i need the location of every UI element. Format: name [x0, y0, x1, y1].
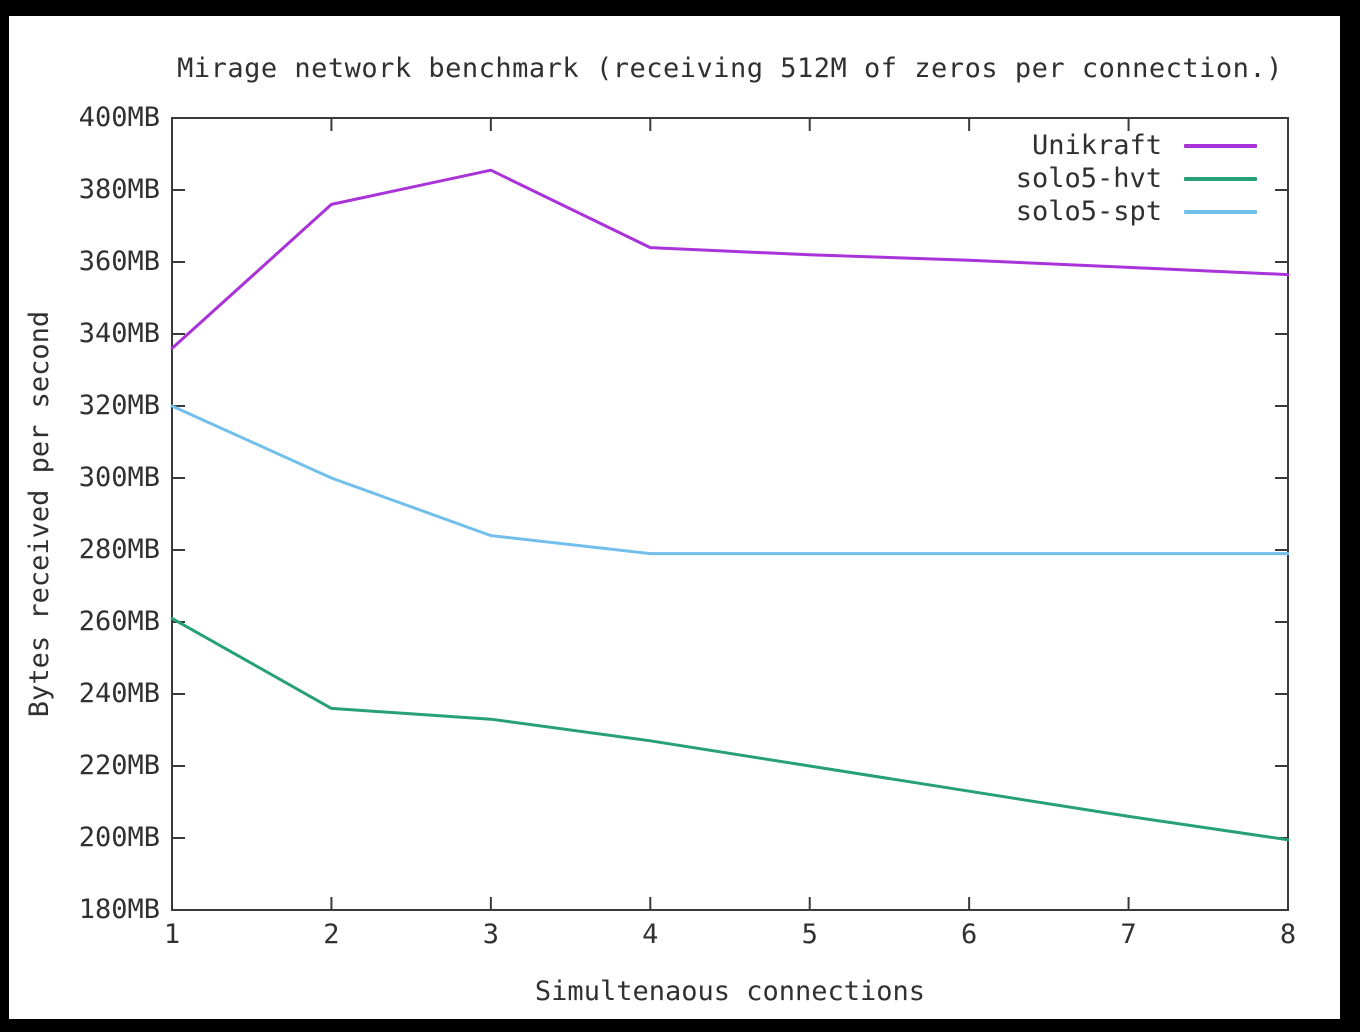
y-tick-label: 320MB	[78, 390, 160, 421]
legend-swatch	[1184, 210, 1257, 214]
legend-swatch	[1184, 144, 1257, 148]
y-tick-label: 280MB	[78, 534, 160, 565]
y-tick-label: 260MB	[78, 606, 160, 637]
legend-label: solo5-hvt	[1015, 163, 1162, 194]
x-axis-label: Simultenaous connections	[534, 976, 926, 1007]
y-tick-label: 220MB	[78, 750, 160, 781]
y-tick-label: 240MB	[78, 678, 160, 709]
legend-label: solo5-spt	[1015, 196, 1162, 227]
x-tick-label: 8	[1279, 919, 1297, 950]
x-tick-label: 7	[1120, 919, 1137, 950]
x-tick-label: 6	[961, 919, 978, 950]
y-axis-label: Bytes received per second	[24, 310, 55, 718]
y-tick-label: 360MB	[78, 246, 160, 277]
chart-title: Mirage network benchmark (receiving 512M…	[177, 53, 1283, 84]
legend-swatch	[1184, 177, 1257, 181]
y-tick-label: 200MB	[78, 822, 160, 853]
x-tick-label: 1	[163, 919, 181, 950]
legend-label: Unikraft	[1031, 130, 1162, 161]
x-tick-label: 2	[323, 919, 340, 950]
x-tick-label: 4	[642, 919, 659, 950]
y-tick-label: 380MB	[78, 174, 160, 205]
y-tick-label: 300MB	[78, 462, 160, 493]
y-tick-label: 400MB	[78, 102, 160, 133]
x-tick-label: 5	[801, 919, 818, 950]
y-tick-label: 340MB	[78, 318, 160, 349]
x-tick-label: 3	[482, 919, 499, 950]
y-tick-label: 180MB	[78, 894, 160, 925]
